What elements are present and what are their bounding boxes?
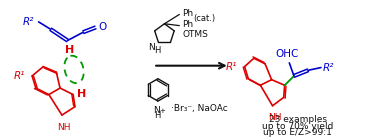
Text: H: H <box>77 89 86 99</box>
Text: R²: R² <box>23 17 34 27</box>
Text: , NaOAc: , NaOAc <box>192 104 228 113</box>
Text: up to 70% yield: up to 70% yield <box>262 122 333 131</box>
Text: Ph: Ph <box>182 20 193 29</box>
Text: ·Br₃⁻: ·Br₃⁻ <box>171 104 192 113</box>
Text: H: H <box>154 46 161 55</box>
Text: R²: R² <box>323 63 334 73</box>
Text: H: H <box>65 45 74 55</box>
Text: H: H <box>154 111 160 120</box>
Text: +: + <box>160 108 166 114</box>
Text: (cat.): (cat.) <box>193 14 215 23</box>
Text: N: N <box>153 106 160 115</box>
Text: R¹: R¹ <box>13 71 25 81</box>
Text: OHC: OHC <box>276 49 299 59</box>
Text: Ph: Ph <box>182 9 193 18</box>
Text: 23 examples: 23 examples <box>269 115 327 124</box>
Text: R¹: R¹ <box>226 62 237 72</box>
Text: O: O <box>98 22 107 32</box>
Text: OTMS: OTMS <box>182 29 208 39</box>
Text: N: N <box>149 43 155 52</box>
Text: up to E/Z>99:1: up to E/Z>99:1 <box>263 128 332 137</box>
Text: NH: NH <box>57 123 71 131</box>
Text: NH: NH <box>268 113 281 122</box>
